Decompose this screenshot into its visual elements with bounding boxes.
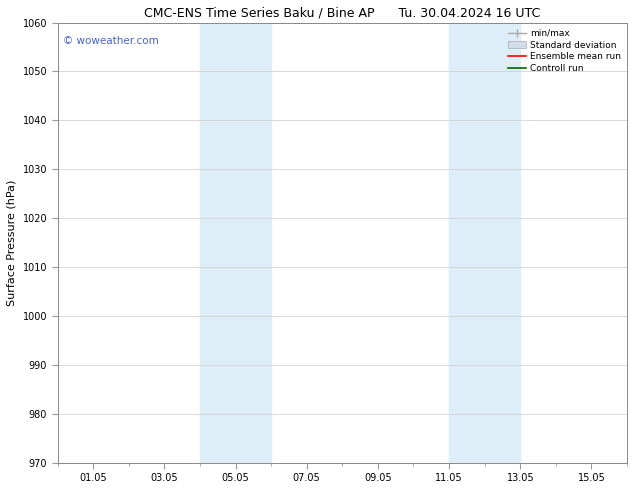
Text: © woweather.com: © woweather.com (63, 36, 159, 46)
Bar (484, 23, 521, 463)
Y-axis label: Surface Pressure (hPa): Surface Pressure (hPa) (7, 179, 17, 306)
Bar (449, 23, 484, 463)
Title: CMC-ENS Time Series Baku / Bine AP      Tu. 30.04.2024 16 UTC: CMC-ENS Time Series Baku / Bine AP Tu. 3… (144, 7, 540, 20)
Bar (235, 23, 271, 463)
Bar (200, 23, 235, 463)
Legend: min/max, Standard deviation, Ensemble mean run, Controll run: min/max, Standard deviation, Ensemble me… (507, 27, 623, 75)
